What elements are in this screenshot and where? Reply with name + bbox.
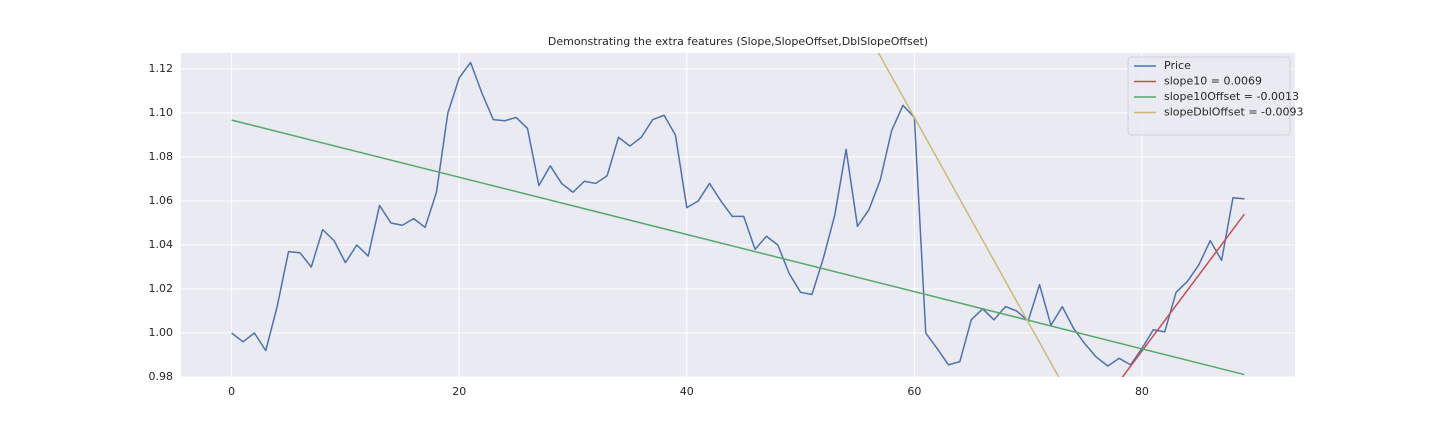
y-tick-label: 1.12 bbox=[149, 62, 174, 75]
x-tick-label: 80 bbox=[1135, 385, 1149, 398]
x-tick-label: 0 bbox=[228, 385, 235, 398]
legend-label: Price bbox=[1164, 59, 1191, 72]
legend-box bbox=[1127, 56, 1291, 136]
plot-area bbox=[181, 53, 1295, 377]
y-tick-label: 1.02 bbox=[149, 282, 174, 295]
y-tick-label: 1.06 bbox=[149, 194, 174, 207]
legend-label: slopeDblOffset = -0.0093 bbox=[1164, 106, 1304, 119]
y-tick-label: 1.08 bbox=[149, 150, 174, 163]
y-tick-label: 1.04 bbox=[149, 238, 174, 251]
legend-label: slope10Offset = -0.0013 bbox=[1164, 90, 1299, 103]
data-line bbox=[877, 53, 1060, 377]
y-tick-label: 1.10 bbox=[149, 106, 174, 119]
x-tick-label: 40 bbox=[680, 385, 694, 398]
data-line bbox=[1121, 213, 1245, 377]
data-line bbox=[231, 61, 1245, 367]
chart-title: Demonstrating the extra features (Slope,… bbox=[548, 35, 928, 48]
y-tick-label: 1.00 bbox=[149, 326, 174, 339]
data-line bbox=[231, 119, 1245, 376]
x-tick-label: 20 bbox=[452, 385, 466, 398]
x-tick-label: 60 bbox=[907, 385, 921, 398]
plot-lines bbox=[231, 53, 1245, 377]
y-tick-label: 0.98 bbox=[149, 370, 174, 383]
legend-label: slope10 = 0.0069 bbox=[1164, 75, 1262, 88]
